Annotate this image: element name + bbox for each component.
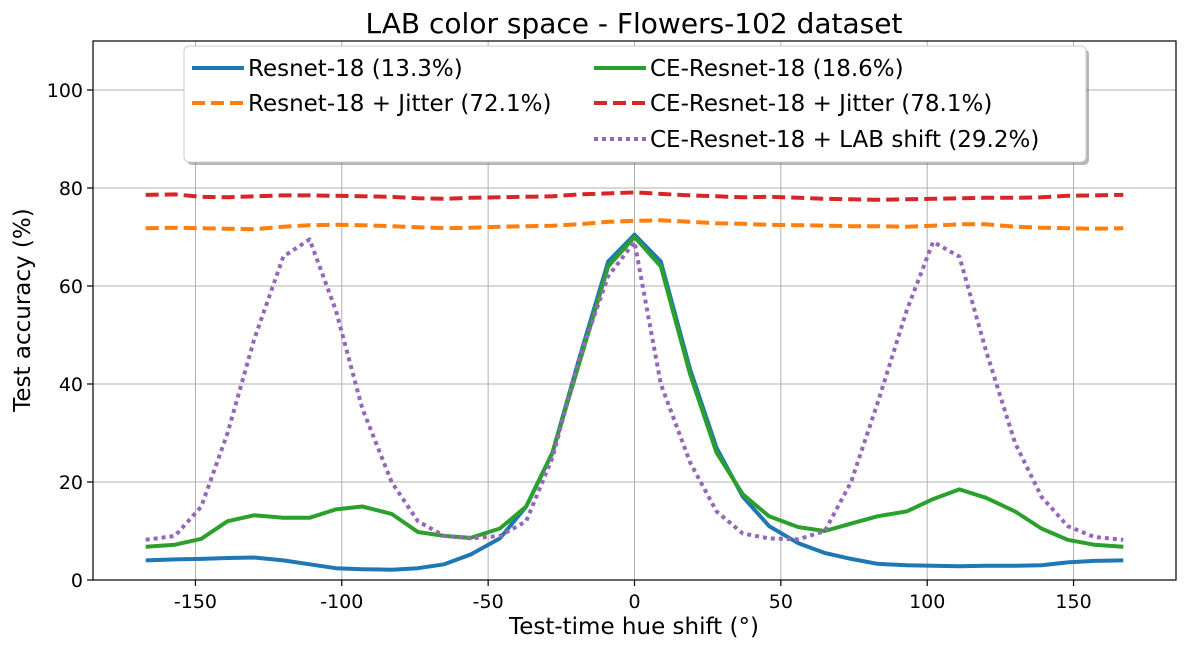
chart-title: LAB color space - Flowers-102 dataset — [366, 7, 903, 40]
legend-label-1: Resnet-18 + Jitter (72.1%) — [248, 91, 551, 117]
x-tick-label: 0 — [628, 591, 640, 613]
legend-label-3: CE-Resnet-18 + Jitter (78.1%) — [650, 91, 992, 117]
series-line-4 — [145, 237, 1124, 542]
series-lines — [145, 190, 1124, 572]
x-tick-label: 50 — [769, 591, 793, 613]
axis-ticks: -150 -100 -50 0 50 100 150 0 20 40 60 80 100 — [47, 80, 1092, 613]
x-axis-label: Test-time hue shift (°) — [508, 614, 759, 640]
x-tick-label: 100 — [909, 591, 945, 613]
y-tick-label: 100 — [47, 80, 83, 102]
series-line-2 — [145, 235, 1124, 549]
y-tick-label: 20 — [59, 472, 83, 494]
legend-label-2: CE-Resnet-18 (18.6%) — [650, 56, 904, 82]
x-tick-label: -150 — [174, 591, 217, 613]
x-tick-label: -100 — [320, 591, 363, 613]
legend-label-0: Resnet-18 (13.3%) — [248, 56, 463, 82]
series-line-3 — [145, 190, 1124, 202]
y-tick-label: 0 — [71, 570, 83, 592]
legend-label-4: CE-Resnet-18 + LAB shift (29.2%) — [650, 127, 1039, 153]
y-tick-label: 40 — [59, 374, 83, 396]
series-line-1 — [145, 218, 1124, 232]
x-tick-label: -50 — [473, 591, 504, 613]
y-axis-label: Test accuracy (%) — [10, 208, 36, 413]
x-tick-label: 150 — [1055, 591, 1091, 613]
legend: Resnet-18 (13.3%) Resnet-18 + Jitter (72.… — [183, 45, 1089, 165]
series-line-0 — [145, 232, 1124, 572]
y-tick-label: 60 — [59, 276, 83, 298]
y-tick-label: 80 — [59, 178, 83, 200]
